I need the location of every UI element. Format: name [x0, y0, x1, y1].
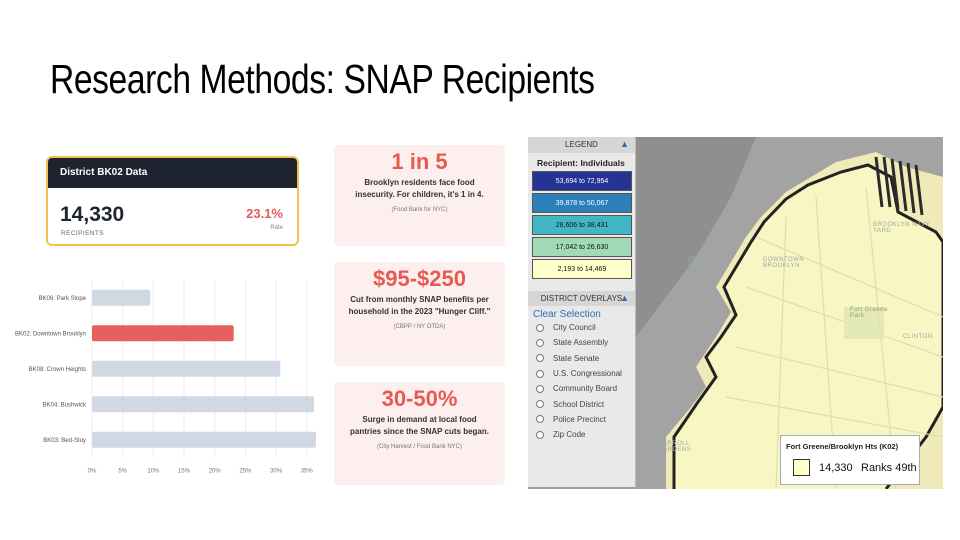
legend-header[interactable]: LEGEND ▲ [528, 137, 635, 153]
x-tick-label: 35% [301, 469, 314, 475]
overlay-option[interactable]: State Senate [528, 351, 635, 366]
x-tick-label: 10% [147, 469, 160, 475]
overlay-option[interactable]: U.S. Congressional [528, 366, 635, 381]
recipients-count: 14,330 [60, 203, 125, 226]
clear-selection-link[interactable]: Clear Selection [533, 309, 601, 320]
popup-rank: Ranks 49th [861, 462, 917, 474]
map-label-navy-yard: BROOKLYN NAVY YARD [873, 222, 930, 234]
popup-district-name: Fort Greene/Brooklyn Hts (K02) [786, 442, 899, 451]
overlay-option[interactable]: Police Precinct [528, 412, 635, 427]
category-label: BK02: Downtown Brooklyn [15, 331, 86, 337]
x-tick-label: 15% [178, 469, 191, 475]
legend-range: 28,606 to 38,431 [532, 215, 632, 235]
map-label-carroll-gardens: CARROLL GARDENS [658, 441, 692, 453]
district-popup: Fort Greene/Brooklyn Hts (K02) 14,330 Ra… [780, 435, 920, 485]
overlay-option[interactable]: State Assembly [528, 335, 635, 350]
overlay-option[interactable]: City Council [528, 320, 635, 335]
x-tick-label: 20% [209, 469, 222, 475]
district-card-header: District BK02 Data [48, 158, 297, 188]
stat-card-pantry-demand: 30-50% Surge in demand at local food pan… [334, 382, 505, 485]
stat-card-benefit-cut: $95-$250 Cut from monthly SNAP benefits … [334, 262, 505, 366]
popup-color-swatch [793, 459, 810, 476]
radio-icon[interactable] [536, 430, 544, 439]
overlay-label: City Council [553, 323, 596, 333]
overlay-label: State Assembly [553, 338, 609, 348]
radio-icon[interactable] [536, 369, 544, 378]
x-tick-label: 25% [239, 469, 252, 475]
bar [92, 289, 151, 306]
category-label: BK06: Park Slope [39, 296, 87, 302]
stat-figure: 1 in 5 [391, 149, 448, 174]
radio-icon[interactable] [536, 400, 544, 409]
bar [92, 431, 316, 448]
stat-figure: 30-50% [381, 386, 458, 411]
radio-icon[interactable] [536, 384, 544, 393]
bar [92, 396, 315, 413]
stat-source: (City Harvest / Food Bank NYC) [376, 444, 463, 450]
map-canvas[interactable] [636, 137, 943, 489]
legend-header-label: LEGEND [565, 140, 598, 149]
legend-range: 2,193 to 14,469 [532, 259, 632, 279]
district-bar-chart: 0% 5% 10% 15% 20% 25% 30% 35% BK06: Park Slope BK… [15, 280, 316, 475]
radio-icon[interactable] [536, 354, 544, 363]
overlay-label: Community Board [553, 384, 618, 394]
overlays-header[interactable]: DISTRICT OVERLAYS ▲ [528, 291, 635, 306]
legend-range: 39,878 to 50,067 [532, 193, 632, 213]
overlay-label: U.S. Congressional [553, 369, 622, 379]
legend-range: 53,694 to 72,954 [532, 171, 632, 191]
map-label-clinton: CLINTON [903, 334, 933, 340]
overlay-label: School District [553, 399, 605, 409]
overlay-list: City Council State Assembly State Senate U.… [528, 320, 635, 442]
radio-icon[interactable] [536, 338, 544, 347]
chevron-up-icon[interactable]: ▲ [620, 139, 629, 149]
radio-icon[interactable] [536, 415, 544, 424]
radio-icon[interactable] [536, 323, 544, 332]
x-tick-label: 0% [88, 469, 97, 475]
map-legend-panel: LEGEND ▲ Recipient: Individuals 53,694 t… [528, 137, 636, 487]
popup-value: 14,330 [819, 462, 853, 474]
overlay-option[interactable]: Zip Code [528, 427, 635, 442]
overlay-label: Zip Code [553, 430, 586, 440]
slide-title: Research Methods: SNAP Recipients [50, 56, 595, 102]
recipients-label: RECIPIENTS [61, 230, 105, 237]
overlay-label: Police Precinct [553, 414, 606, 424]
rate-label: Rate [270, 225, 283, 231]
snap-map: DUMBO BROOKLYN HEIGHTS DOWNTOWN BROOKLYN… [528, 137, 943, 489]
stat-card-food-insecurity: 1 in 5 Brooklyn residents face food inse… [334, 145, 505, 246]
stat-source: (CBPP / NY OTDA) [393, 324, 446, 330]
stat-source: (Food Bank for NYC) [391, 207, 448, 213]
category-label: BK08: Crown Heights [29, 367, 86, 373]
chevron-up-icon[interactable]: ▲ [620, 293, 629, 303]
legend-title: Recipient: Individuals [537, 158, 625, 168]
map-label-downtown-brooklyn: DOWNTOWN BROOKLYN [763, 257, 805, 269]
legend-range: 17,042 to 26,630 [532, 237, 632, 257]
bar [92, 360, 281, 377]
stat-description: Brooklyn residents face food insecurity.… [355, 178, 484, 199]
category-label: BK03: Bed-Stuy [43, 438, 86, 444]
stat-description: Surge in demand at local food pantries s… [349, 415, 489, 436]
map-label-fort-greene-park: Fort Greene Park [850, 307, 888, 319]
map-label-brooklyn-heights: BROOKLYN HEIGHTS [688, 257, 725, 269]
overlay-option[interactable]: School District [528, 396, 635, 411]
x-tick-label: 5% [118, 469, 127, 475]
rate-value: 23.1% [246, 206, 283, 221]
stat-figure: $95-$250 [373, 266, 466, 291]
map-label-dumbo: DUMBO [756, 181, 781, 187]
stat-description: Cut from monthly SNAP benefits per house… [348, 295, 491, 316]
legend-ranges: 53,694 to 72,954 39,878 to 50,067 28,606 t… [528, 171, 635, 279]
bar [92, 325, 234, 342]
district-data-card: District BK02 Data 14,330 RECIPIENTS 23.… [46, 156, 299, 246]
category-label: BK04: Bushwick [43, 402, 87, 408]
overlays-header-label: DISTRICT OVERLAYS [540, 294, 623, 303]
overlay-label: State Senate [553, 353, 600, 363]
x-tick-label: 30% [270, 469, 283, 475]
overlay-option[interactable]: Community Board [528, 381, 635, 396]
